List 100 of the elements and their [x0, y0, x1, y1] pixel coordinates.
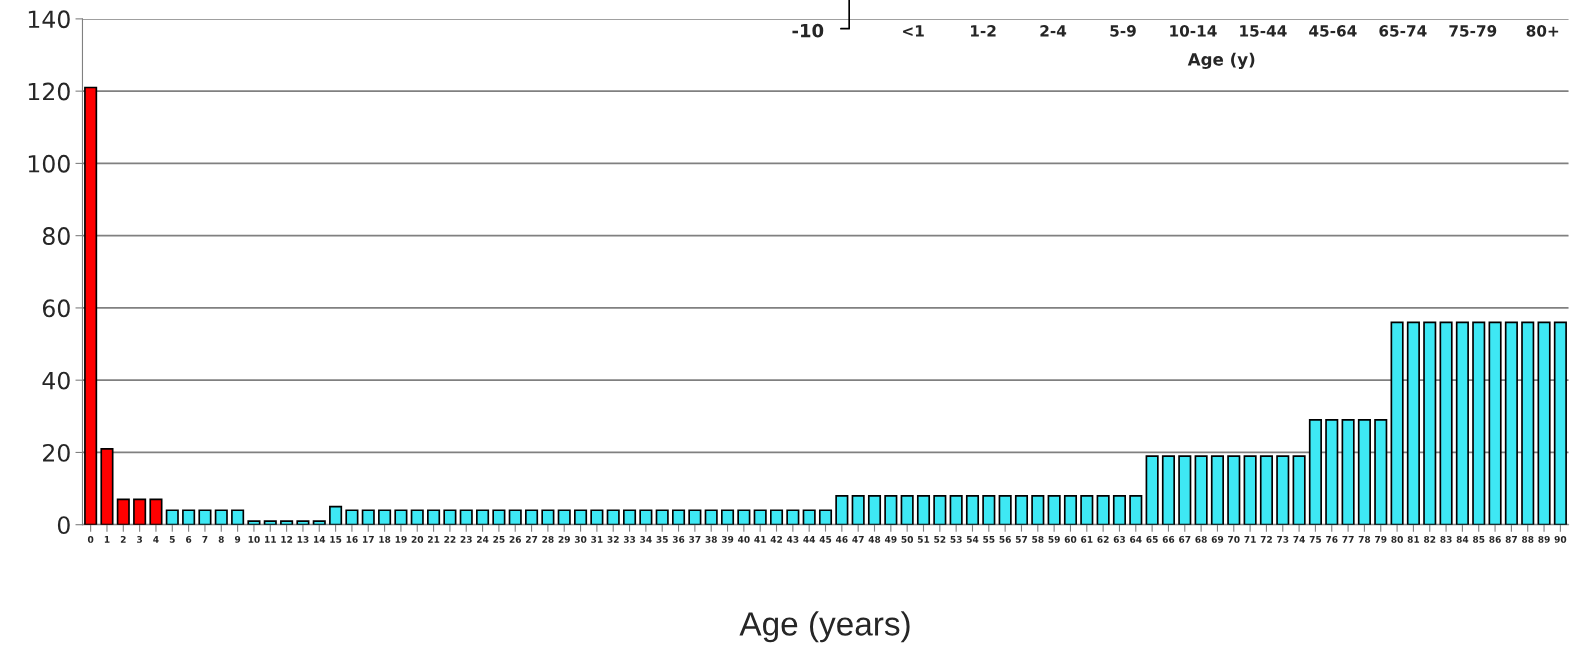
bar [965, 494, 980, 525]
x-tick-label: 80 [1391, 535, 1403, 543]
bar [1439, 321, 1453, 525]
x-tick-label: 4 [153, 536, 159, 543]
x-tick-label: 45 [819, 536, 832, 543]
x-tick-label: 83 [1440, 535, 1452, 543]
y-tick-label: 140 [28, 10, 70, 29]
x-tick-label: 24 [477, 535, 489, 543]
bar [84, 86, 98, 525]
bar [884, 494, 898, 525]
annotation: Age (y) [1187, 52, 1255, 69]
x-tick-label: 89 [1538, 535, 1550, 543]
annotation: 75-79 [1449, 25, 1497, 37]
bar [198, 509, 212, 525]
x-tick-label: 64 [1130, 535, 1142, 543]
x-tick-label: 32 [607, 535, 619, 543]
bar [1194, 455, 1208, 525]
y-tick-label: 80 [42, 227, 70, 245]
bar [802, 509, 816, 525]
annotation: 2-4 [1040, 25, 1067, 37]
bar [312, 520, 326, 525]
x-tick-label: 49 [884, 535, 897, 543]
bar [1521, 321, 1535, 525]
x-tick-label: 38 [705, 535, 717, 543]
bar [541, 509, 555, 525]
bar [1308, 419, 1322, 525]
bar [1325, 419, 1339, 525]
bar [1080, 494, 1094, 525]
annotation: 1-2 [971, 25, 996, 37]
bar [1227, 455, 1241, 525]
x-tick-label: 29 [558, 535, 570, 543]
x-tick-label: 26 [509, 535, 522, 543]
x-tick-label: 23 [460, 535, 472, 543]
bar [427, 509, 441, 525]
x-tick-label: 5 [169, 536, 175, 543]
x-tick-label: 19 [395, 535, 407, 543]
bar [737, 509, 751, 525]
x-tick-label: 78 [1358, 535, 1371, 543]
bar [361, 509, 375, 525]
annotation: 15-44 [1240, 25, 1287, 37]
x-tick-label: 18 [379, 535, 391, 543]
bar [753, 509, 767, 525]
x-tick-label: 3 [137, 535, 143, 543]
x-tick-label: 53 [950, 535, 962, 543]
bar [165, 509, 179, 525]
x-tick-label: 65 [1146, 535, 1158, 543]
bar [1406, 321, 1420, 525]
annotation: <1 [903, 25, 924, 37]
bar [133, 498, 147, 525]
bar [231, 509, 245, 525]
x-tick-label: 72 [1260, 535, 1272, 543]
bar [1014, 494, 1029, 525]
bar [263, 520, 277, 525]
bar [1292, 455, 1306, 525]
x-tick-label: 7 [202, 536, 208, 543]
annotation: 80+ [1526, 25, 1559, 37]
bar [1129, 494, 1143, 525]
annotation: 65-74 [1379, 25, 1427, 37]
x-tick-label: 71 [1244, 536, 1256, 543]
x-tick-label: 16 [346, 535, 358, 543]
x-tick-label: 79 [1375, 535, 1387, 543]
x-tick-label: 66 [1162, 535, 1175, 543]
bar [1063, 494, 1078, 525]
bar [525, 509, 539, 525]
x-tick-label: 57 [1015, 536, 1028, 543]
x-tick-label: 42 [770, 535, 783, 543]
bar [1504, 321, 1518, 525]
x-tick-label: 51 [917, 536, 930, 543]
bar [443, 509, 457, 525]
bar [100, 447, 114, 525]
x-tick-label: 11 [265, 536, 276, 543]
bar [508, 509, 522, 525]
bar [1341, 419, 1355, 525]
bar [655, 509, 669, 525]
bar [786, 509, 800, 525]
x-tick-label: 58 [1032, 535, 1044, 543]
bar [1455, 321, 1469, 525]
x-tick-label: 31 [591, 535, 603, 543]
x-tick-label: 61 [1081, 535, 1093, 543]
bar [182, 509, 196, 525]
x-tick-label: 13 [297, 535, 309, 543]
x-tick-label: 34 [640, 535, 652, 543]
bar [214, 509, 228, 525]
bar [296, 520, 310, 525]
bar [639, 509, 653, 525]
x-tick-label: 40 [737, 535, 750, 543]
bar [1161, 455, 1176, 525]
x-tick-label: 73 [1277, 535, 1289, 543]
x-tick-label: 55 [983, 536, 995, 543]
bar [1210, 455, 1224, 525]
bar [590, 509, 604, 525]
bar [688, 509, 702, 525]
bar [1553, 321, 1567, 525]
x-tick-label: 77 [1342, 536, 1354, 543]
x-tick-label: 35 [656, 535, 668, 543]
x-tick-label: 56 [999, 535, 1011, 543]
annotation: 10-14 [1170, 25, 1217, 37]
bar [1259, 455, 1273, 525]
x-tick-label: 10 [248, 535, 260, 543]
bar [1357, 419, 1371, 525]
